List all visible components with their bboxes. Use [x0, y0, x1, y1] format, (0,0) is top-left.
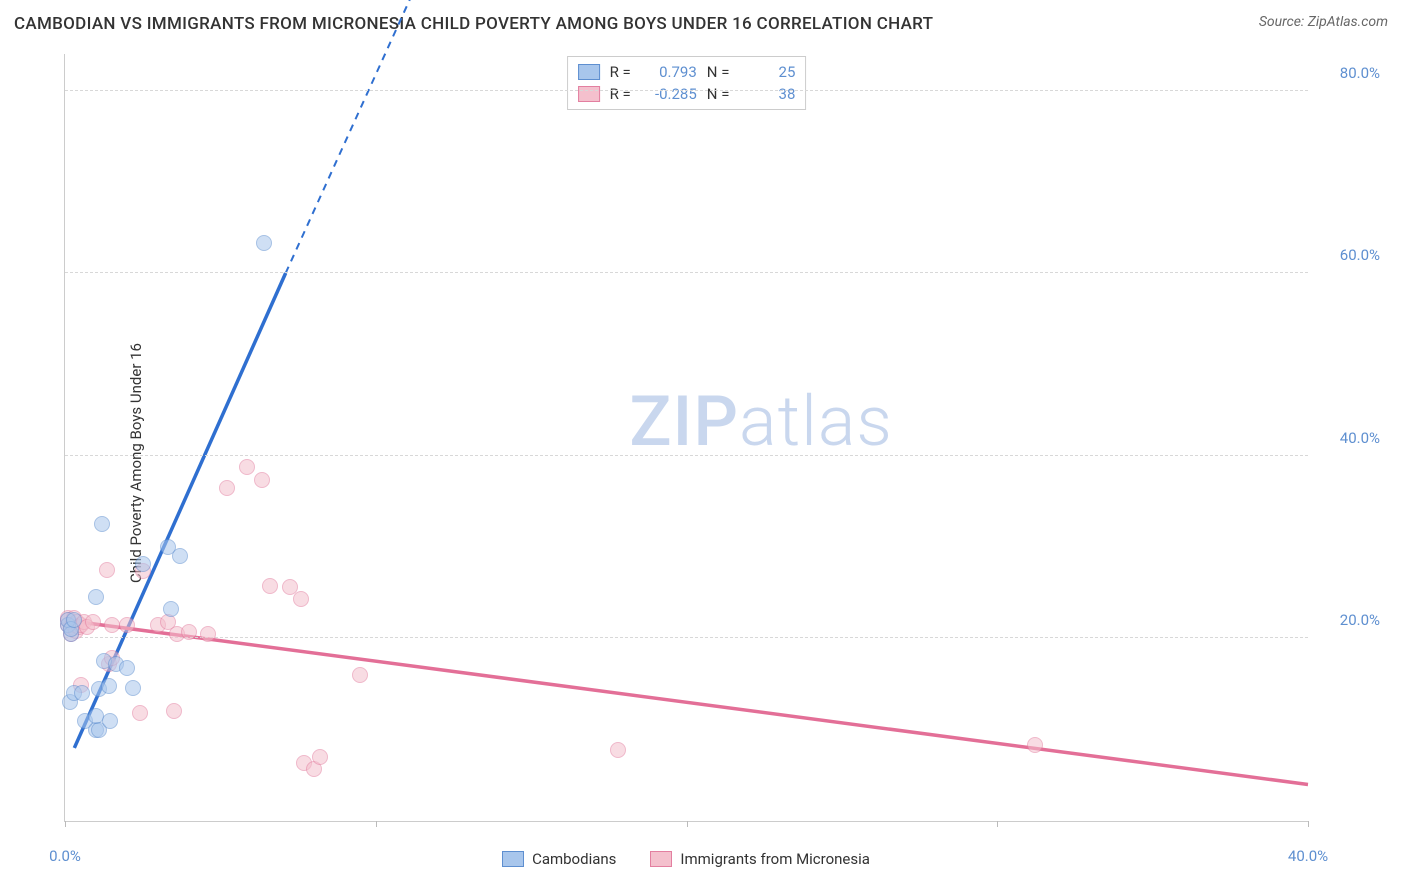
scatter-point-blue: [102, 713, 118, 729]
y-tick-label: 40.0%: [1316, 429, 1380, 447]
plot-area: ZIPatlas R = 0.793 N = 25 R = -0.285 N =…: [64, 54, 1308, 822]
scatter-point-blue: [66, 612, 82, 628]
watermark-zip: ZIP: [629, 381, 739, 463]
scatter-point-pink: [239, 459, 255, 475]
x-tick-mark: [997, 821, 998, 827]
scatter-point-blue: [119, 660, 135, 676]
scatter-point-pink: [262, 578, 278, 594]
stat-r-label: R =: [610, 85, 631, 103]
gridline-h: [65, 272, 1308, 273]
y-tick-label: 60.0%: [1316, 246, 1380, 264]
chart-container: Child Poverty Among Boys Under 16 ZIPatl…: [14, 54, 1388, 872]
scatter-point-blue: [88, 589, 104, 605]
scatter-point-pink: [181, 624, 197, 640]
chart-title: CAMBODIAN VS IMMIGRANTS FROM MICRONESIA …: [14, 14, 933, 34]
stat-n-label: N =: [707, 63, 730, 81]
scatter-point-blue: [172, 548, 188, 564]
scatter-point-pink: [293, 591, 309, 607]
scatter-point-pink: [85, 614, 101, 630]
scatter-point-pink: [1027, 737, 1043, 753]
legend-item-pink: Immigrants from Micronesia: [650, 850, 870, 868]
stat-r-pink: -0.285: [641, 85, 697, 103]
stat-n-blue: 25: [739, 63, 795, 81]
stats-row-pink: R = -0.285 N = 38: [578, 83, 796, 105]
stat-n-label: N =: [707, 85, 730, 103]
scatter-point-pink: [99, 562, 115, 578]
scatter-point-pink: [132, 705, 148, 721]
x-tick-mark: [376, 821, 377, 827]
y-tick-label: 80.0%: [1316, 64, 1380, 82]
gridline-h: [65, 455, 1308, 456]
scatter-point-pink: [312, 749, 328, 765]
y-tick-label: 20.0%: [1316, 611, 1380, 629]
legend-swatch-pink: [650, 851, 672, 867]
watermark: ZIPatlas: [629, 381, 893, 463]
gridline-h: [65, 637, 1308, 638]
scatter-point-pink: [219, 480, 235, 496]
legend-swatch-blue: [502, 851, 524, 867]
watermark-atlas: atlas: [739, 381, 893, 463]
stat-r-label: R =: [610, 63, 631, 81]
stats-row-blue: R = 0.793 N = 25: [578, 61, 796, 83]
bottom-legend: Cambodians Immigrants from Micronesia: [64, 846, 1308, 872]
legend-label-blue: Cambodians: [532, 850, 616, 868]
gridline-h: [65, 90, 1308, 91]
scatter-point-pink: [104, 617, 120, 633]
swatch-blue: [578, 64, 600, 80]
scatter-point-pink: [166, 703, 182, 719]
scatter-point-blue: [74, 685, 90, 701]
legend-item-blue: Cambodians: [502, 850, 616, 868]
stat-r-blue: 0.793: [641, 63, 697, 81]
x-tick-mark: [687, 821, 688, 827]
trend-lines-layer: [65, 54, 1308, 821]
legend-label-pink: Immigrants from Micronesia: [680, 850, 870, 868]
x-tick-mark: [1308, 821, 1309, 827]
scatter-point-blue: [163, 601, 179, 617]
scatter-point-blue: [135, 556, 151, 572]
correlation-stats-box: R = 0.793 N = 25 R = -0.285 N = 38: [567, 56, 807, 110]
source-attribution: Source: ZipAtlas.com: [1259, 14, 1388, 30]
scatter-point-pink: [352, 667, 368, 683]
scatter-point-blue: [101, 678, 117, 694]
scatter-point-pink: [254, 472, 270, 488]
scatter-point-pink: [200, 626, 216, 642]
stat-n-pink: 38: [739, 85, 795, 103]
scatter-point-blue: [256, 235, 272, 251]
scatter-point-pink: [610, 742, 626, 758]
x-tick-mark: [65, 821, 66, 827]
swatch-pink: [578, 86, 600, 102]
scatter-point-pink: [119, 617, 135, 633]
scatter-point-blue: [125, 680, 141, 696]
scatter-point-blue: [94, 516, 110, 532]
